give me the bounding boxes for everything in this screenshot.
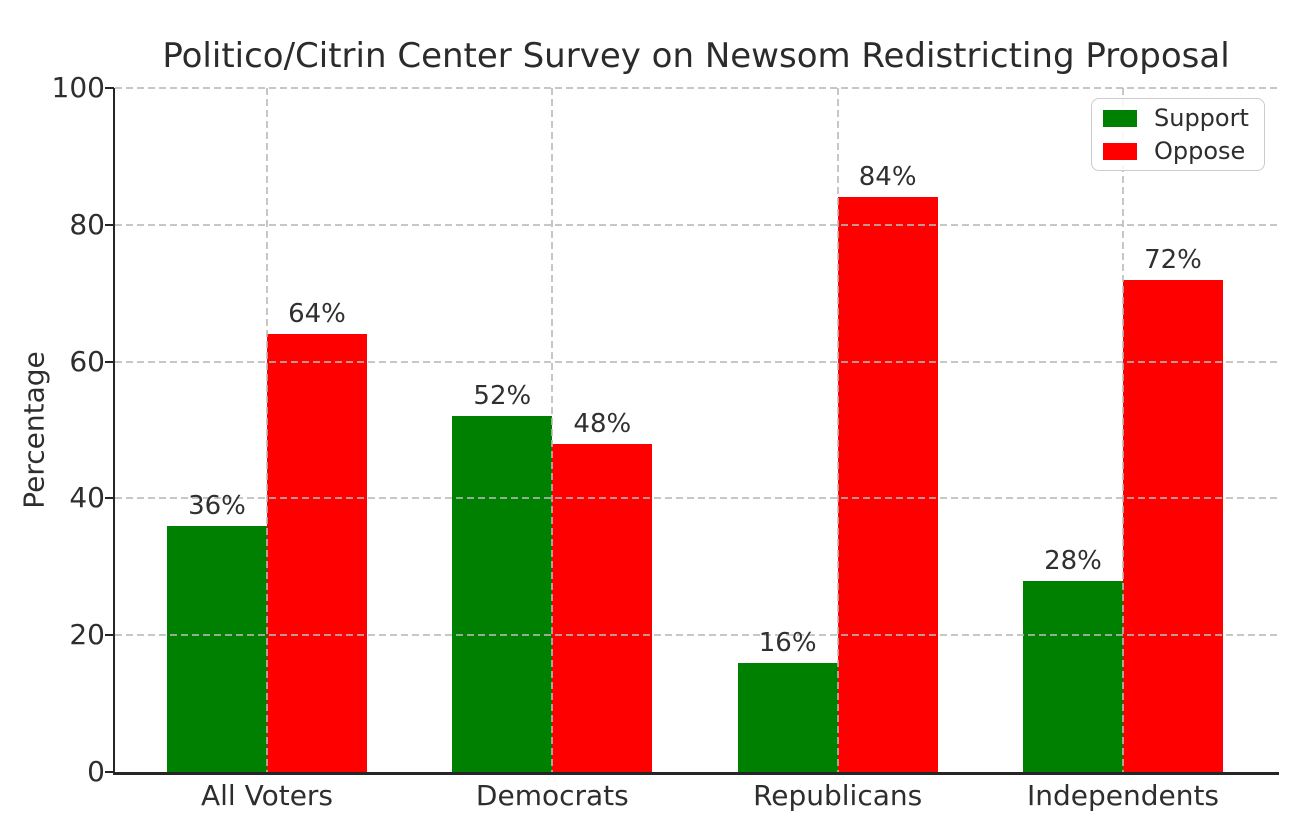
y-tick-mark bbox=[105, 497, 114, 500]
bar-support-republicans bbox=[737, 662, 838, 772]
gridline-vertical bbox=[266, 88, 268, 772]
y-tick-label: 100 bbox=[51, 71, 105, 104]
y-tick-label: 80 bbox=[69, 207, 105, 241]
bar-value-label-oppose-all-voters: 64% bbox=[288, 299, 346, 330]
bar-value-label-support-all-voters: 36% bbox=[188, 490, 246, 521]
y-tick-label: 60 bbox=[69, 344, 105, 378]
x-category-label: All Voters bbox=[200, 779, 334, 812]
y-tick-mark bbox=[105, 87, 114, 89]
x-axis-spine bbox=[113, 772, 1279, 775]
gridline-horizontal bbox=[115, 87, 1277, 89]
gridline-vertical bbox=[551, 88, 554, 772]
bar-oppose-independents bbox=[1122, 279, 1223, 772]
gridline-horizontal bbox=[115, 223, 1277, 226]
y-tick-label: 0 bbox=[87, 755, 105, 788]
gridline-horizontal bbox=[115, 634, 1277, 637]
chart-title: Politico/Citrin Center Survey on Newsom … bbox=[162, 36, 1230, 76]
bar-support-democrats bbox=[452, 416, 553, 772]
bar-support-all-voters bbox=[167, 525, 267, 772]
bar-value-label-oppose-republicans: 84% bbox=[858, 162, 917, 193]
legend: Support Oppose bbox=[1091, 98, 1265, 171]
y-tick-mark bbox=[105, 771, 114, 773]
x-category-label: Independents bbox=[1026, 779, 1220, 812]
gridline-vertical bbox=[836, 88, 839, 772]
y-tick-label: 20 bbox=[69, 618, 105, 652]
legend-item-oppose: Oppose bbox=[1103, 139, 1264, 163]
bar-value-label-oppose-independents: 72% bbox=[1144, 244, 1202, 275]
y-axis-spine bbox=[113, 88, 115, 775]
bar-value-label-oppose-democrats: 48% bbox=[573, 408, 632, 439]
y-tick-mark bbox=[105, 223, 114, 226]
legend-label-support: Support bbox=[1154, 104, 1249, 132]
bar-oppose-republicans bbox=[837, 197, 938, 772]
bar-value-label-support-independents: 28% bbox=[1044, 545, 1102, 576]
y-tick-mark bbox=[105, 360, 114, 363]
bar-value-label-support-democrats: 52% bbox=[473, 381, 532, 412]
y-tick-mark bbox=[105, 634, 114, 637]
bar-oppose-democrats bbox=[552, 443, 653, 772]
y-tick-label: 40 bbox=[69, 481, 105, 515]
legend-swatch-support bbox=[1103, 109, 1137, 127]
bar-value-label-support-republicans: 16% bbox=[758, 627, 817, 658]
gridline-vertical bbox=[1121, 88, 1124, 772]
bar-oppose-all-voters bbox=[267, 334, 367, 772]
gridline-horizontal bbox=[115, 360, 1277, 363]
plot-area: 36% 64% 52% 48% 16% 84% 28% 72% bbox=[115, 87, 1277, 772]
gridline-horizontal bbox=[115, 497, 1277, 500]
bar-support-independents bbox=[1022, 580, 1123, 772]
legend-label-oppose: Oppose bbox=[1154, 137, 1246, 165]
legend-swatch-oppose bbox=[1103, 142, 1137, 160]
legend-item-support: Support bbox=[1103, 106, 1264, 130]
x-category-label: Democrats bbox=[475, 779, 629, 812]
x-category-label: Republicans bbox=[753, 779, 923, 812]
